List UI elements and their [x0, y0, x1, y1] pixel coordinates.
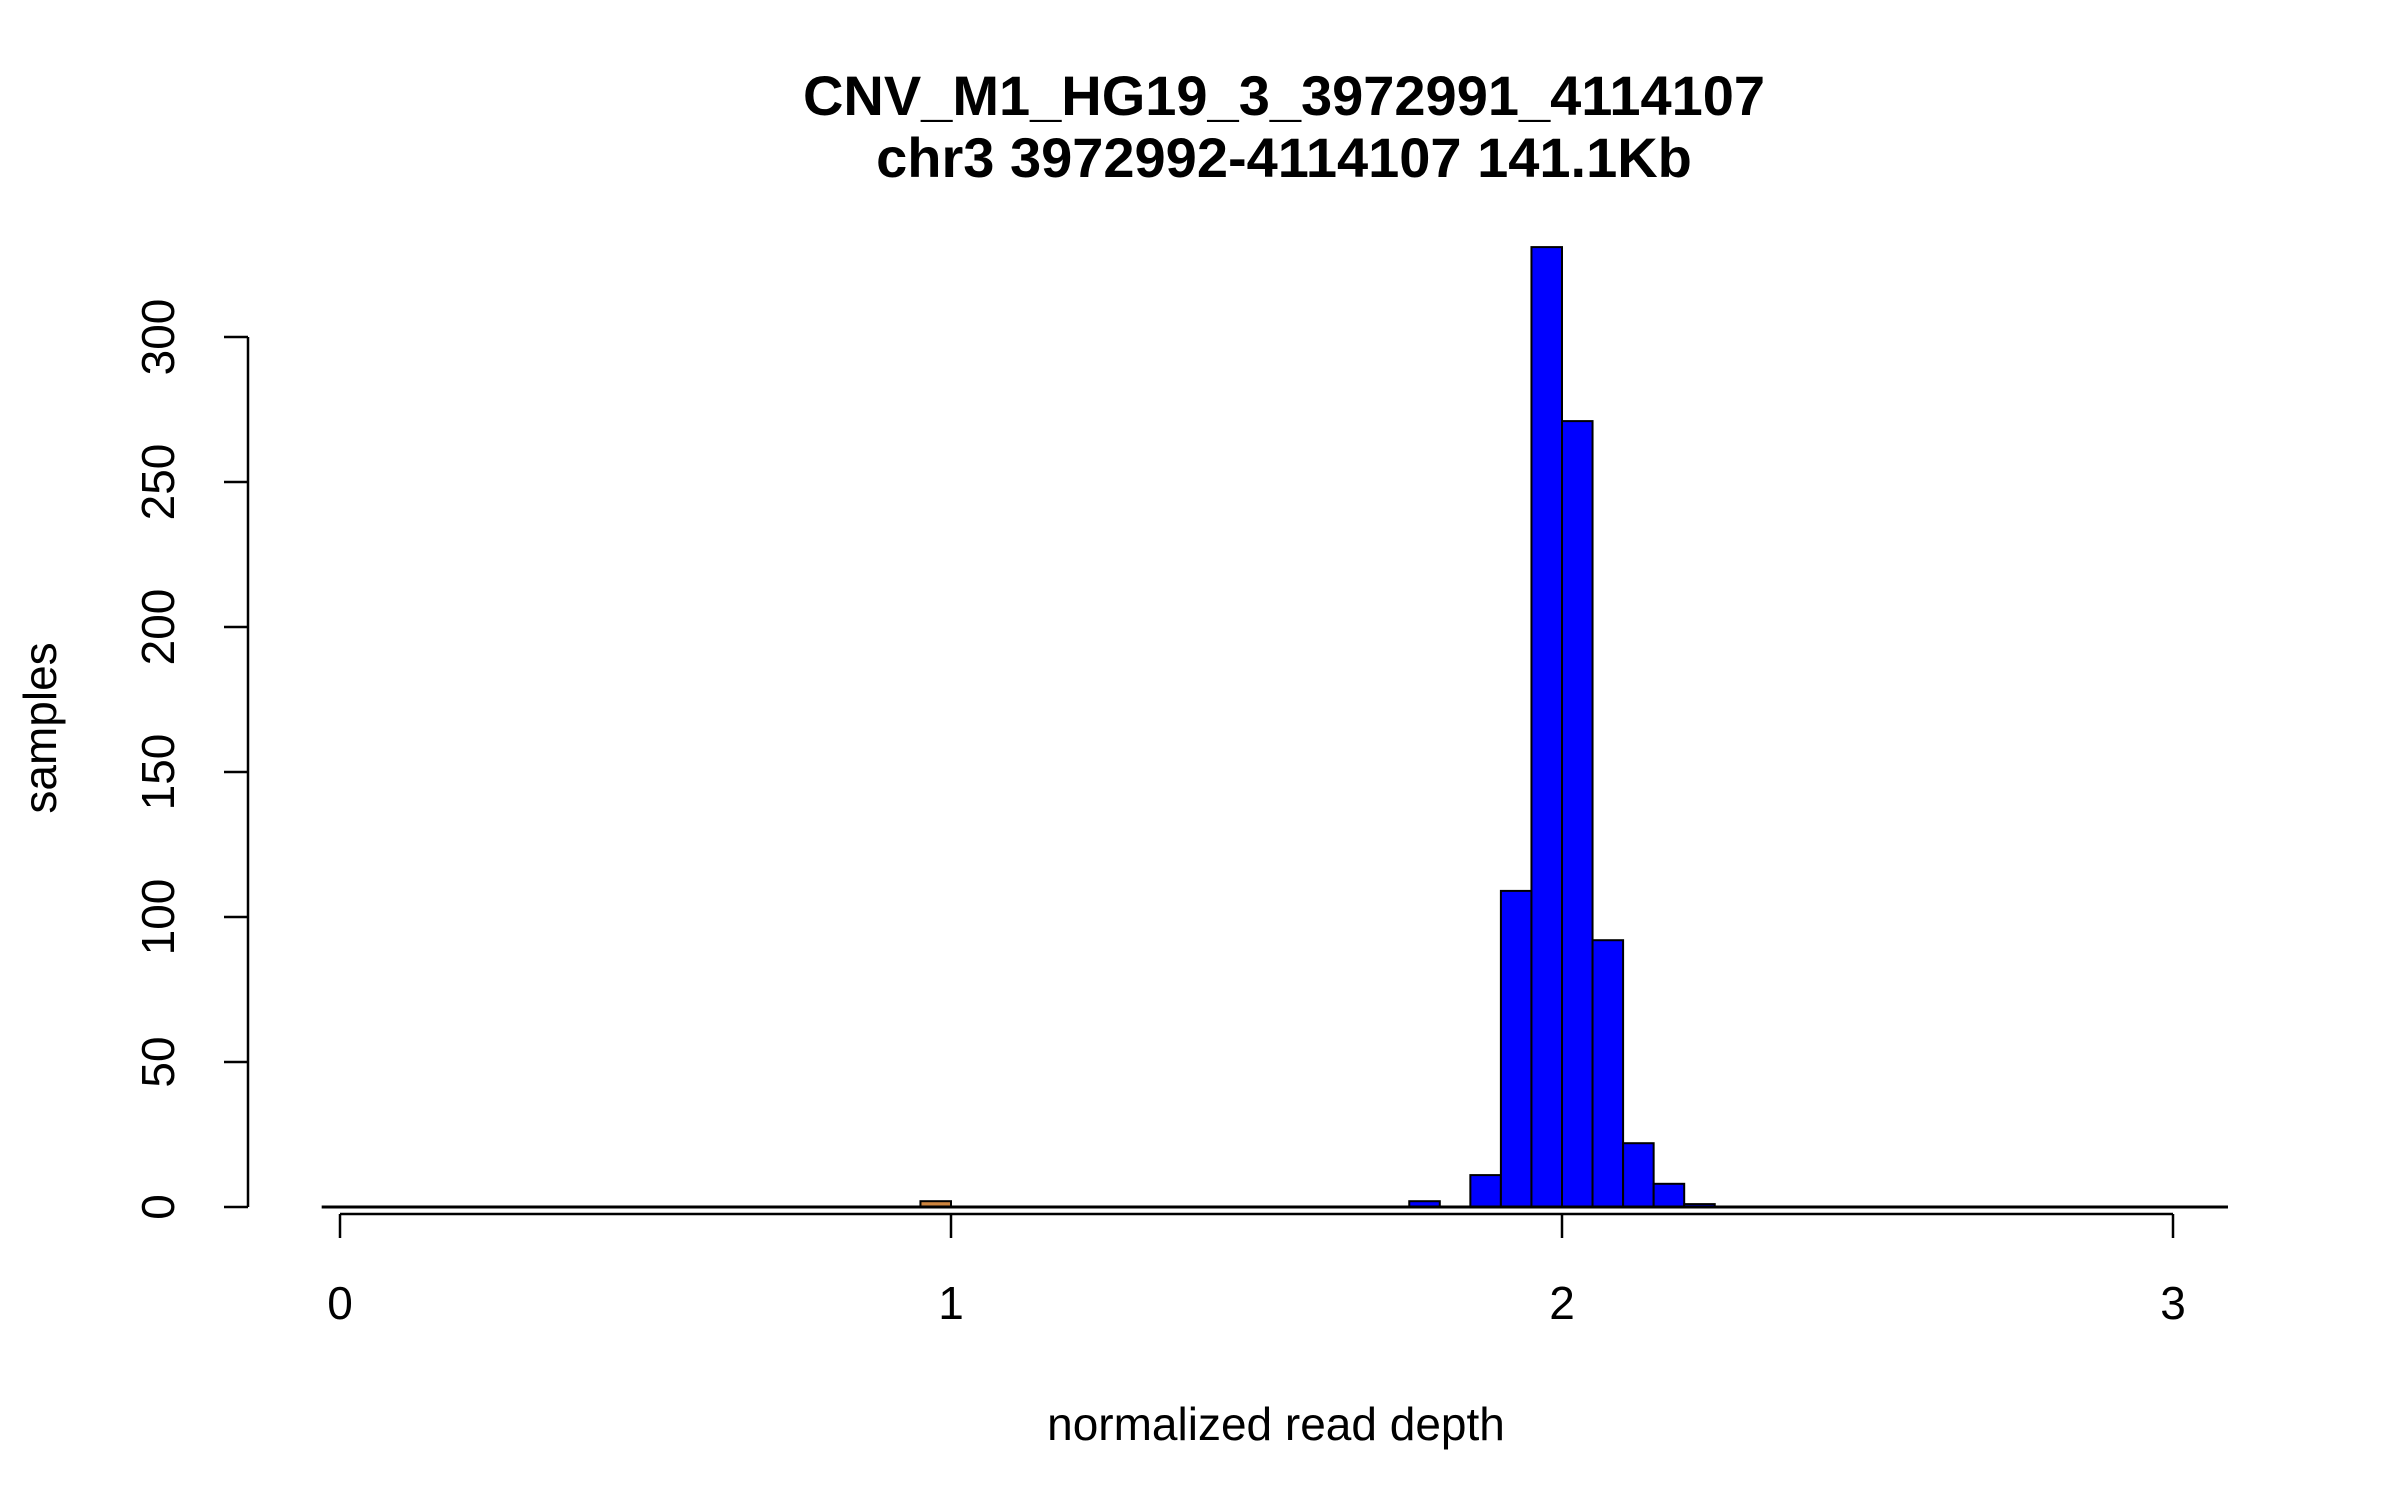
chart-title: CNV_M1_HG19_3_3972991_4114107 — [803, 64, 1765, 127]
y-tick-label: 0 — [132, 1194, 184, 1220]
histogram-bar — [1530, 246, 1563, 1209]
y-tick-label: 200 — [132, 589, 184, 666]
x-axis: 0 1 2 3 — [327, 1212, 2186, 1329]
y-axis: 0 50 100 150 200 250 300 — [132, 299, 250, 1220]
y-tick-label: 100 — [132, 879, 184, 956]
histogram-bar — [1591, 939, 1625, 1208]
y-tick-label: 150 — [132, 734, 184, 811]
x-tick-label: 1 — [938, 1277, 964, 1329]
y-tick-label: 50 — [132, 1036, 184, 1087]
x-tick-label: 2 — [1549, 1277, 1575, 1329]
histogram-bar — [1469, 1174, 1502, 1208]
histogram-bar — [1622, 1142, 1655, 1208]
x-tick-label: 0 — [327, 1277, 353, 1329]
y-axis-label: samples — [14, 642, 66, 813]
histogram-bars — [919, 246, 1716, 1209]
histogram-bar — [1561, 420, 1594, 1209]
x-axis-label: normalized read depth — [1047, 1398, 1505, 1450]
histogram-bar — [1499, 889, 1533, 1209]
y-tick-label: 300 — [132, 299, 184, 376]
histogram-bar — [1652, 1182, 1686, 1209]
x-tick-label: 3 — [2160, 1277, 2186, 1329]
chart-subtitle: chr3 3972992-4114107 141.1Kb — [876, 126, 1692, 189]
y-tick-label: 250 — [132, 444, 184, 521]
